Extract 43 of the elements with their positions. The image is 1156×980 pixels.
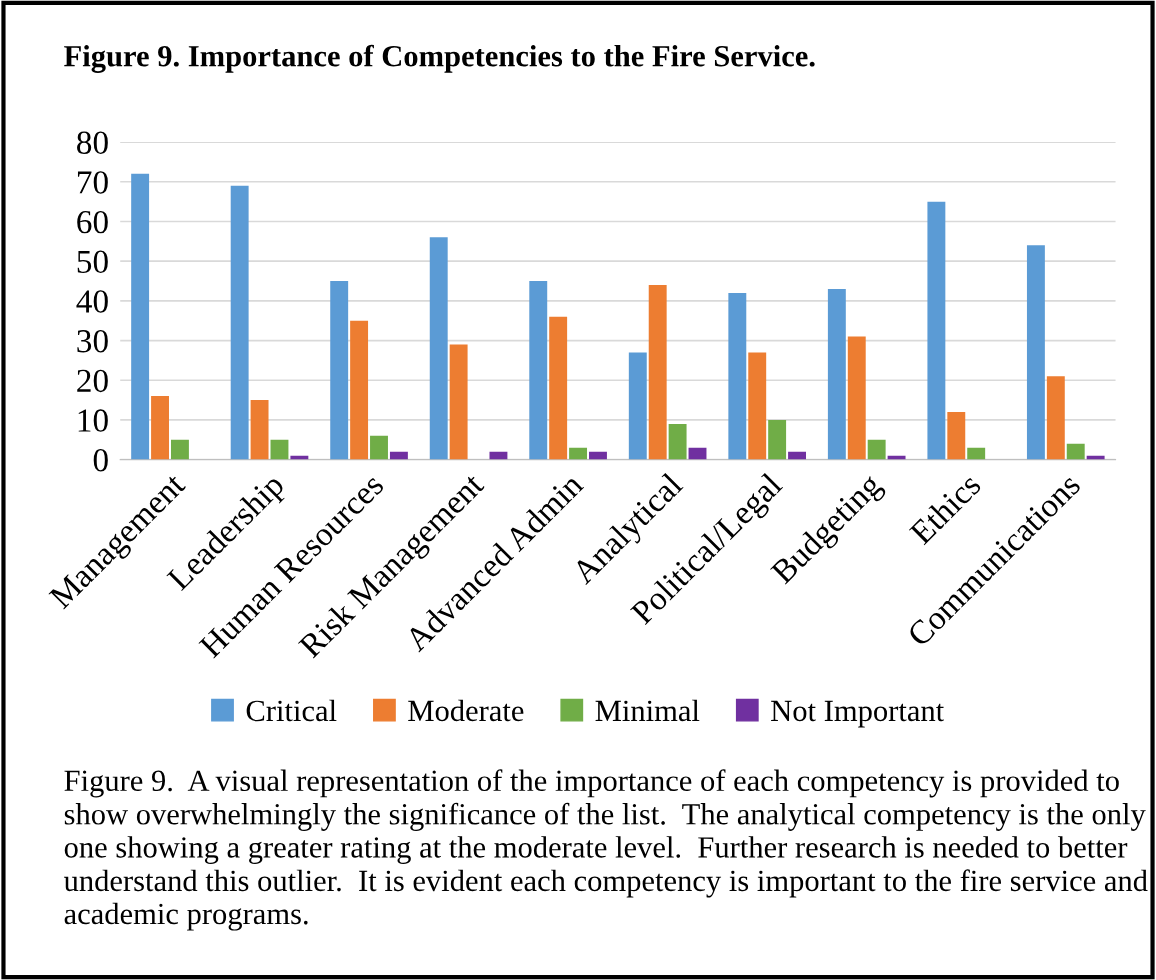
bar <box>350 320 369 460</box>
legend-label: Minimal <box>595 699 700 722</box>
legend-label: Moderate <box>408 699 524 722</box>
bar <box>728 292 747 460</box>
bar <box>967 447 986 460</box>
bar <box>668 423 687 460</box>
y-tick-label: 50 <box>77 250 108 274</box>
chart-title: Figure 9. Importance of Competencies to the Fire Service. <box>64 44 815 73</box>
bar <box>370 435 388 460</box>
bar <box>847 336 866 460</box>
legend-label: Critical <box>246 699 337 722</box>
bar <box>449 344 468 460</box>
y-tick-label: 10 <box>78 409 108 432</box>
bar <box>230 185 249 460</box>
bar <box>569 447 588 460</box>
bar <box>131 173 150 460</box>
bar <box>748 352 767 460</box>
bar <box>529 281 548 460</box>
y-tick-label: 0 <box>93 449 108 472</box>
bar <box>549 316 568 460</box>
bar <box>867 439 886 460</box>
bar <box>628 352 647 460</box>
y-tick-label: 40 <box>76 290 108 313</box>
y-tick-label: 20 <box>77 369 108 393</box>
caption: Figure 9. A visual representation of the importance of each competency is provided to show overwhelmingly the significance of the list. The analytical competency is the only one showing a greater rating at the moderate level. Further research is needed to better understand this outlier. It is evident each competency is important to the fire service and academic programs. <box>63 769 1148 931</box>
bar <box>827 288 846 460</box>
y-tick-label: 80 <box>77 131 108 154</box>
bar <box>170 439 189 460</box>
bar <box>1046 376 1065 460</box>
bar <box>429 237 448 460</box>
legend-label: Not Important <box>771 700 945 728</box>
bar <box>330 281 349 460</box>
bar <box>927 201 946 460</box>
bar <box>1066 443 1085 460</box>
y-tick-label: 30 <box>77 329 108 353</box>
bar <box>151 396 169 460</box>
bar <box>768 419 787 460</box>
bar <box>250 400 269 460</box>
bar <box>648 284 667 460</box>
bar <box>947 411 966 460</box>
bar <box>270 439 289 460</box>
y-tick-label: 70 <box>77 171 108 194</box>
y-tick-label: 60 <box>77 210 108 234</box>
